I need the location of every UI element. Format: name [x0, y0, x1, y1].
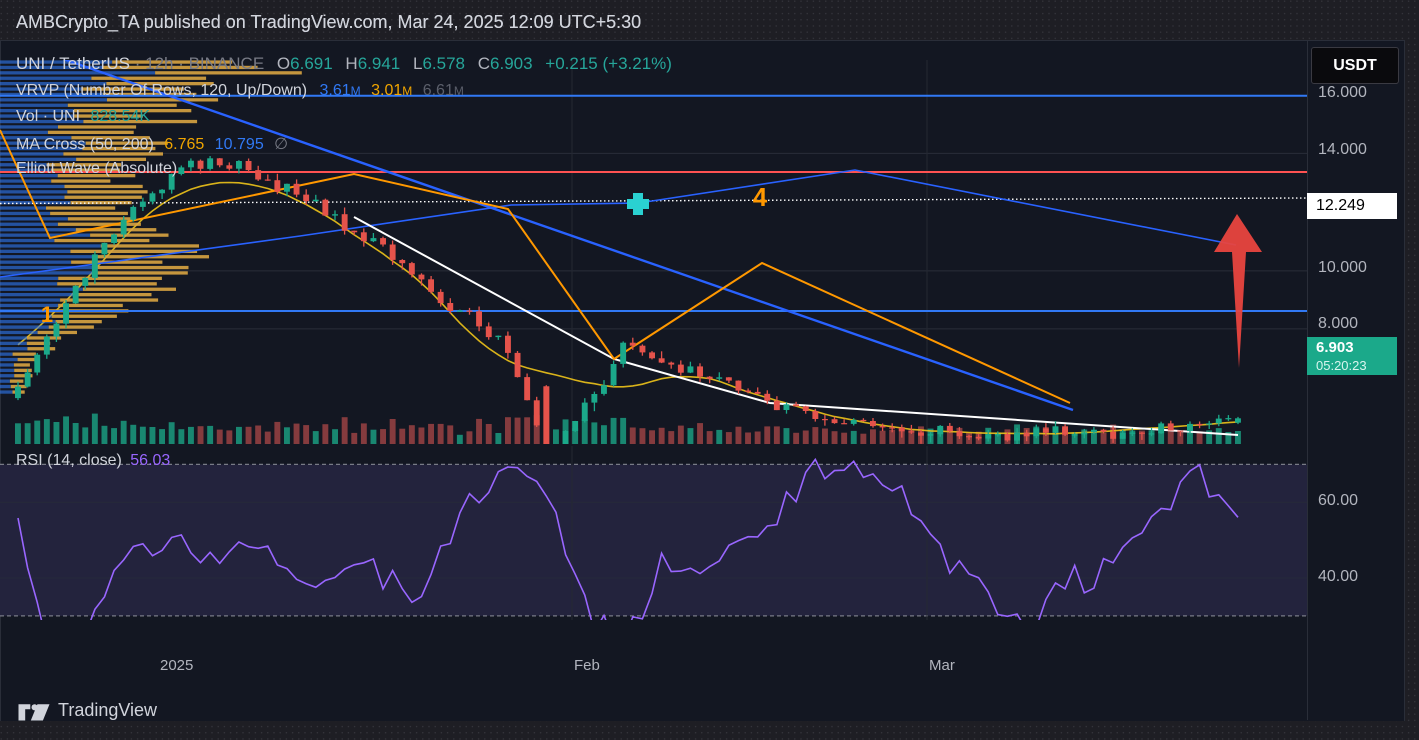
svg-text:1: 1	[41, 302, 53, 327]
svg-text:4: 4	[753, 182, 768, 212]
